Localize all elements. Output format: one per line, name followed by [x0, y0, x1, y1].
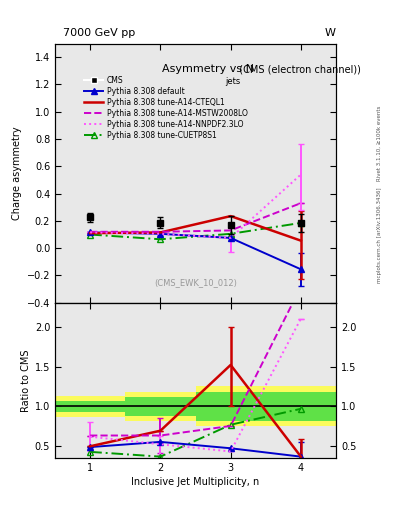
Legend: CMS, Pythia 8.308 default, Pythia 8.308 tune-A14-CTEQL1, Pythia 8.308 tune-A14-M: CMS, Pythia 8.308 default, Pythia 8.308 … [81, 73, 250, 143]
Text: W: W [325, 28, 336, 38]
Y-axis label: Charge asymmetry: Charge asymmetry [13, 126, 22, 220]
Text: jets: jets [225, 77, 240, 86]
Y-axis label: Ratio to CMS: Ratio to CMS [20, 349, 31, 412]
Text: (CMS_EWK_10_012): (CMS_EWK_10_012) [154, 278, 237, 287]
Text: 7000 GeV pp: 7000 GeV pp [63, 28, 135, 38]
X-axis label: Inclusive Jet Multiplicity, n: Inclusive Jet Multiplicity, n [131, 477, 260, 487]
Text: Asymmetry vs N: Asymmetry vs N [162, 64, 254, 74]
Text: Rivet 3.1.10, ≥100k events: Rivet 3.1.10, ≥100k events [377, 105, 382, 181]
Text: mcplots.cern.ch [arXiv:1306.3436]: mcplots.cern.ch [arXiv:1306.3436] [377, 188, 382, 283]
Text: (CMS (electron channel)): (CMS (electron channel)) [233, 64, 361, 74]
